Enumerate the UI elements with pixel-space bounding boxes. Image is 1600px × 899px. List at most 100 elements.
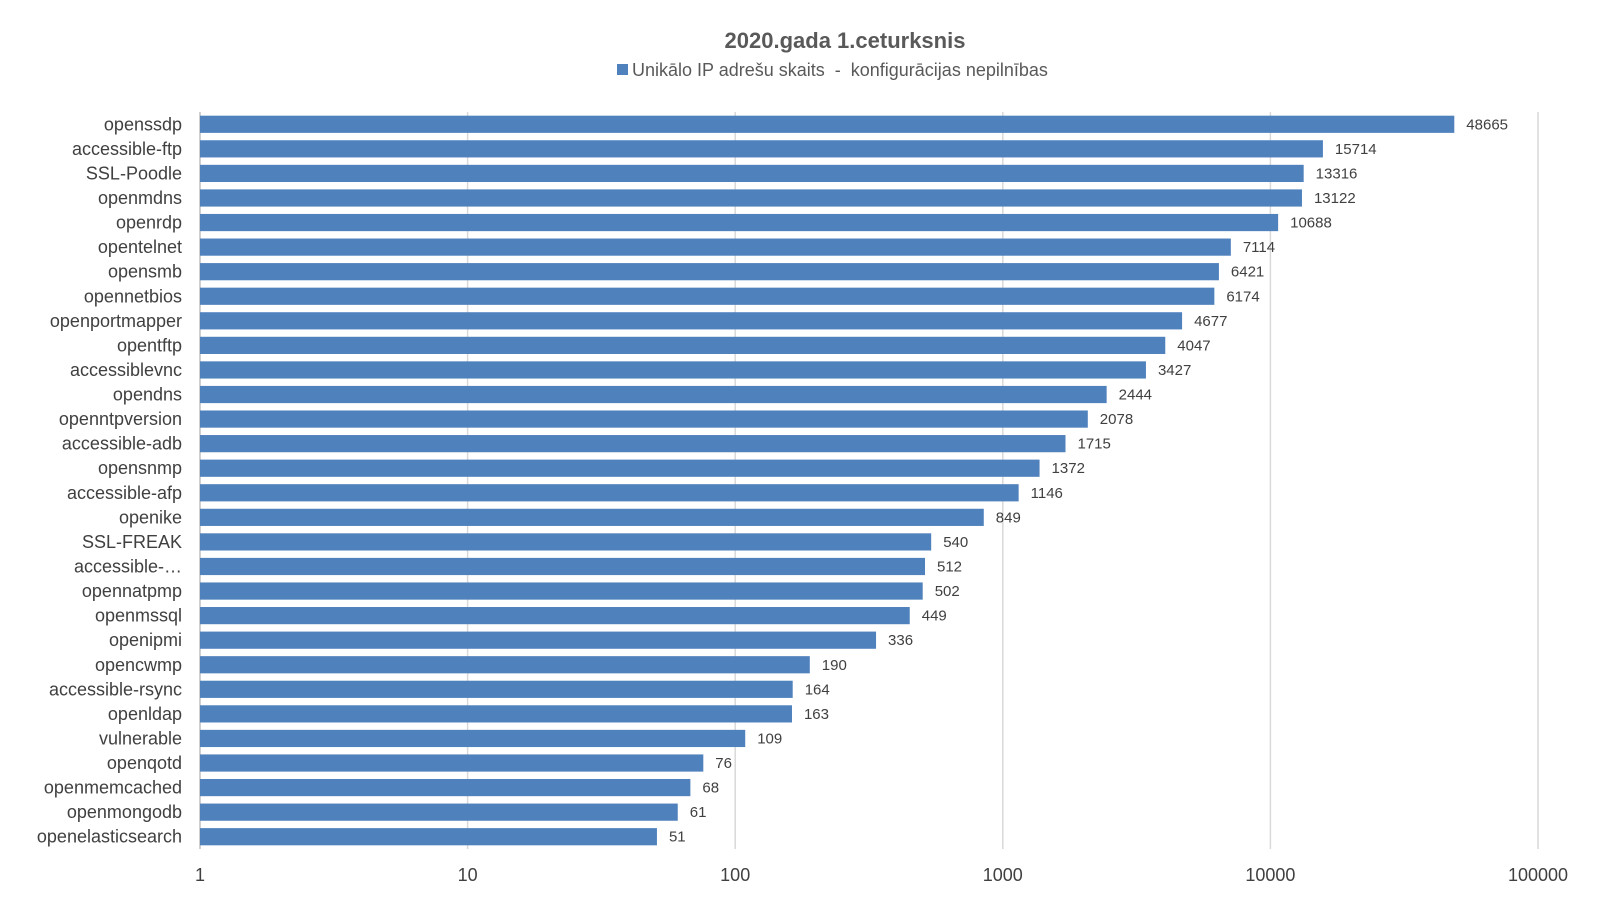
category-label: opensmb [108, 262, 182, 282]
data-label: 48665 [1466, 116, 1508, 133]
data-label: 449 [922, 608, 947, 625]
category-label: vulnerable [99, 728, 182, 748]
category-label: accessible-… [74, 556, 182, 576]
category-label: accessible-adb [62, 434, 182, 454]
category-label: SSL-FREAK [82, 532, 182, 552]
bar [200, 238, 1231, 256]
category-label: opennetbios [84, 286, 182, 306]
bar [200, 410, 1088, 428]
data-label: 4047 [1177, 337, 1210, 354]
bar [200, 263, 1219, 281]
data-label: 1715 [1077, 436, 1110, 453]
data-label: 163 [804, 706, 829, 723]
data-label: 61 [690, 804, 707, 821]
data-label: 1146 [1031, 485, 1063, 502]
data-label: 512 [937, 558, 962, 575]
bar [200, 828, 657, 846]
category-label: accessiblevnc [70, 360, 182, 380]
data-label: 7114 [1243, 239, 1275, 256]
bar [200, 557, 926, 576]
category-label: opennatpmp [82, 581, 182, 601]
data-label: 540 [943, 534, 968, 551]
bar [200, 435, 1066, 453]
bar [200, 484, 1019, 502]
data-label: 109 [757, 730, 782, 747]
category-label: openmemcached [44, 778, 182, 798]
category-label: openmongodb [67, 802, 182, 822]
x-tick-label: 1000 [983, 865, 1023, 885]
data-label: 2444 [1119, 387, 1152, 404]
data-label: 76 [715, 755, 732, 772]
category-label: openportmapper [50, 311, 182, 331]
data-label: 3427 [1158, 362, 1191, 379]
category-label: openqotd [107, 753, 182, 773]
data-label: 6174 [1226, 288, 1259, 305]
data-label: 2078 [1100, 411, 1133, 428]
bar [200, 754, 704, 772]
bar [200, 729, 746, 748]
x-tick-label: 10000 [1245, 865, 1295, 885]
bar [200, 533, 932, 551]
data-label: 13316 [1316, 165, 1358, 182]
category-label: opendns [113, 385, 182, 405]
bar [200, 778, 691, 797]
category-label: opencwmp [95, 655, 182, 675]
bars [200, 115, 1455, 846]
legend-swatch [617, 64, 628, 75]
legend-label: Unikālo IP adrešu skaits - konfigurācija… [632, 60, 1048, 80]
category-label: accessible-afp [67, 483, 182, 503]
category-label: openssdp [104, 114, 182, 134]
data-label: 502 [935, 583, 960, 600]
gridlines [199, 112, 1539, 849]
bar [200, 582, 923, 600]
data-label: 1372 [1052, 460, 1085, 477]
bar [200, 705, 792, 723]
category-label: SSL-Poodle [86, 163, 182, 183]
legend: Unikālo IP adrešu skaits - konfigurācija… [617, 60, 1048, 80]
data-label: 15714 [1335, 141, 1377, 158]
data-label: 10688 [1290, 215, 1332, 232]
x-tick-label: 100 [720, 865, 750, 885]
data-label: 6421 [1231, 264, 1264, 281]
bar [200, 631, 877, 649]
bar [200, 189, 1302, 207]
data-label: 336 [888, 632, 913, 649]
bar [200, 115, 1455, 133]
bar [200, 336, 1166, 354]
x-tick-label: 100000 [1508, 865, 1568, 885]
bar [200, 508, 984, 526]
bar [200, 164, 1304, 183]
bar [200, 680, 793, 698]
category-label: opentftp [117, 335, 182, 355]
data-label: 4677 [1194, 313, 1227, 330]
data-label: 164 [805, 681, 830, 698]
category-label: openntpversion [59, 409, 182, 429]
category-label: openike [119, 507, 182, 527]
category-label: accessible-ftp [72, 139, 182, 159]
bar [200, 312, 1183, 330]
data-label: 190 [822, 657, 847, 674]
category-labels: openssdp accessible-ftp SSL-Poodle openmdns… [37, 114, 182, 846]
category-label: openelasticsearch [37, 827, 182, 847]
data-labels: 48665 15714 13316 13122 10688 7114 6421 6174 467… [669, 116, 1508, 845]
category-label: openmdns [98, 188, 182, 208]
bar [200, 361, 1146, 379]
data-label: 849 [996, 509, 1021, 526]
category-label: openldap [108, 704, 182, 724]
bar [200, 607, 910, 625]
data-label: 13122 [1314, 190, 1356, 207]
bar [200, 287, 1215, 305]
bar [200, 140, 1323, 158]
bar [200, 213, 1279, 232]
chart-title: 2020.gada 1.ceturksnis [725, 28, 966, 53]
category-label: accessible-rsync [49, 679, 182, 699]
bar [200, 803, 678, 821]
category-label: openipmi [109, 630, 182, 650]
bar [200, 385, 1107, 404]
bar [200, 656, 810, 674]
category-label: openrdp [116, 213, 182, 233]
category-label: openmssql [95, 606, 182, 626]
category-label: opensnmp [98, 458, 182, 478]
data-label: 51 [669, 829, 686, 846]
